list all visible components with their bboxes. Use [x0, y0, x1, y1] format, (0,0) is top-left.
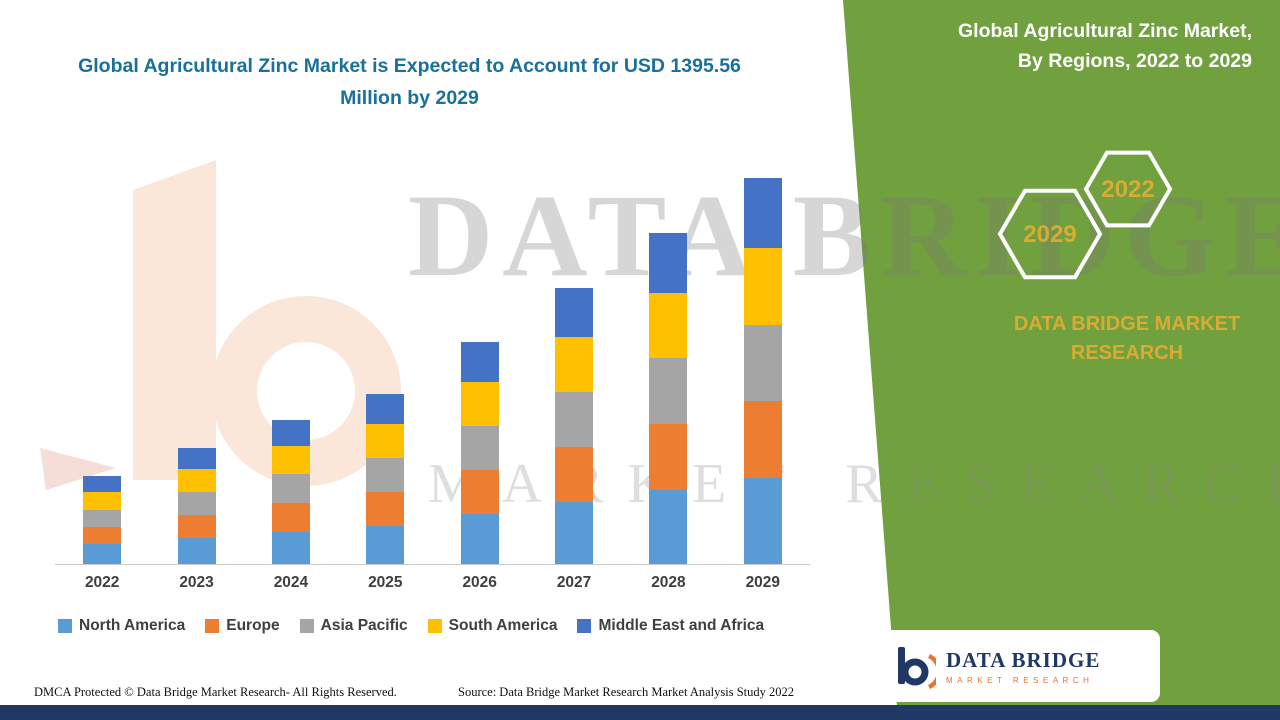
bar-segment-middle-east-and-africa	[83, 476, 122, 493]
legend-swatch-icon	[427, 619, 442, 633]
side-panel-brand: DATA BRIDGE MARKET RESEARCH	[998, 310, 1256, 368]
bar-segment-south-america	[460, 381, 499, 426]
bottom-accent-strip	[0, 705, 1280, 720]
bar-segment-europe	[649, 424, 688, 490]
bar-segment-middle-east-and-africa	[366, 393, 405, 425]
x-axis-label-2022: 2022	[84, 574, 120, 591]
x-axis-label-2027: 2027	[556, 574, 592, 591]
bar-segment-north-america	[743, 478, 782, 564]
bar-segment-asia-pacific	[177, 491, 216, 515]
bar-segment-north-america	[177, 538, 216, 564]
bar-2025	[366, 393, 405, 564]
bar-segment-europe	[177, 514, 216, 538]
bar-segment-asia-pacific	[649, 358, 688, 425]
bar-segment-north-america	[366, 525, 405, 564]
bar-segment-south-america	[271, 445, 310, 475]
bar-segment-north-america	[460, 514, 499, 564]
year-hexagons: 2029 2022	[997, 150, 1173, 280]
bar-segment-middle-east-and-africa	[177, 448, 216, 469]
bar-2028	[649, 233, 688, 564]
watermark-line1: DATA BRIDGE	[408, 170, 1280, 301]
legend-swatch-icon	[577, 619, 592, 633]
page-title: Global Agricultural Zinc Market is Expec…	[78, 55, 741, 110]
bar-segment-north-america	[271, 531, 310, 564]
side-panel-heading-line1: Global Agricultural Zinc Market,	[958, 20, 1252, 42]
source-note: Source: Data Bridge Market Research Mark…	[458, 685, 795, 699]
bar-2026	[460, 342, 499, 564]
bar-segment-south-america	[366, 424, 405, 459]
x-axis-label-2026: 2026	[462, 574, 497, 591]
x-axis-label-2024: 2024	[273, 574, 309, 591]
bar-segment-europe	[366, 491, 405, 526]
side-panel-heading: Global Agricultural Zinc Market, By Regi…	[882, 16, 1252, 76]
bar-segment-europe	[555, 446, 594, 503]
legend-swatch-icon	[58, 619, 72, 633]
bar-segment-asia-pacific	[83, 509, 122, 527]
x-axis-labels: 2022 2023 2024 2025 2026 2027 2028 2029	[55, 574, 810, 596]
side-panel-heading-line2: By Regions, 2022 to 2029	[1017, 50, 1252, 73]
x-axis-label-2029: 2029	[745, 574, 781, 591]
legend-item-europe: Europe	[205, 617, 280, 635]
hexagon-2029-label: 2029	[1023, 221, 1076, 248]
hexagon-2022-outline	[1083, 150, 1173, 228]
legend-label: North America	[79, 617, 186, 634]
bar-segment-middle-east-and-africa	[555, 287, 594, 338]
x-axis-label-2025: 2025	[368, 574, 403, 591]
bar-segment-south-america	[177, 468, 216, 492]
bar-segment-europe	[83, 526, 122, 545]
bar-segment-middle-east-and-africa	[460, 342, 499, 382]
side-panel-brand-line2: RESEARCH	[1070, 342, 1184, 364]
stacked-bar-chart	[55, 150, 810, 565]
x-axis-label-2023: 2023	[179, 574, 214, 591]
bar-segment-asia-pacific	[366, 458, 405, 492]
brand-logo-card: DATA BRIDGE MARKET RESEARCH	[878, 630, 1160, 702]
bar-2022	[83, 476, 122, 564]
bar-segment-europe	[271, 502, 310, 532]
legend-item-south-america: South America	[427, 617, 558, 635]
legend-swatch-icon	[205, 619, 220, 633]
bar-segment-asia-pacific	[271, 474, 310, 503]
bar-segment-south-america	[83, 492, 122, 510]
bar-segment-middle-east-and-africa	[743, 177, 782, 249]
bar-segment-south-america	[743, 248, 782, 325]
hexagon-2029-outline	[997, 188, 1103, 280]
bar-segment-middle-east-and-africa	[649, 233, 688, 293]
bar-segment-europe	[743, 401, 782, 479]
bar-segment-north-america	[649, 489, 688, 564]
bar-segment-asia-pacific	[555, 392, 594, 447]
bar-segment-asia-pacific	[743, 324, 782, 402]
legend-item-north-america: North America	[58, 617, 185, 635]
bar-segment-north-america	[555, 502, 594, 564]
bar-2024	[271, 419, 310, 564]
bar-segment-south-america	[555, 337, 594, 393]
bar-segment-middle-east-and-africa	[271, 419, 310, 446]
hexagon-2022-label: 2022	[1101, 176, 1154, 203]
legend-label: Asia Pacific	[320, 617, 408, 634]
chart-legend: North America Europe Asia Pacific South Ame…	[58, 617, 764, 635]
bar-segment-asia-pacific	[460, 425, 499, 470]
bar-2027	[555, 287, 594, 564]
legend-swatch-icon	[299, 619, 314, 633]
brand-logo-subtitle: MARKET RESEARCH	[946, 675, 1094, 685]
dmca-notice: DMCA Protected © Data Bridge Market Rese…	[34, 685, 397, 699]
legend-label: Europe	[226, 617, 280, 634]
brand-logo-icon	[898, 647, 936, 689]
bar-segment-europe	[460, 469, 499, 515]
side-panel-brand-line1: DATA BRIDGE MARKET	[1013, 313, 1241, 335]
brand-logo-title: DATA BRIDGE	[946, 647, 1101, 672]
legend-label: Middle East and Africa	[598, 617, 765, 634]
bar-segment-north-america	[83, 544, 122, 564]
bar-2023	[177, 448, 216, 564]
bar-2029	[743, 177, 782, 564]
legend-item-middle-east-and-africa: Middle East and Africa	[577, 617, 764, 635]
bar-segment-south-america	[649, 292, 688, 359]
x-axis-label-2028: 2028	[651, 574, 686, 591]
legend-item-asia-pacific: Asia Pacific	[299, 617, 408, 635]
legend-label: South America	[448, 617, 558, 634]
